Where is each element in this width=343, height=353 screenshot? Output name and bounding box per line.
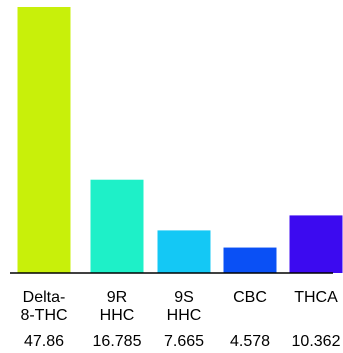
value-label-4: 10.362: [292, 333, 341, 350]
bar-4: [289, 215, 343, 273]
bar-1: [90, 179, 144, 273]
value-label-1: 16.785: [93, 333, 142, 350]
bar-2: [157, 230, 211, 273]
category-label-3-line-0: CBC: [233, 289, 267, 306]
category-label-2-line-1: HHC: [167, 307, 202, 324]
category-label-1-line-0: 9R: [107, 289, 127, 306]
category-label-2-line-0: 9S: [174, 289, 194, 306]
bar-0: [17, 7, 71, 273]
category-label-1-line-1: HHC: [100, 307, 135, 324]
bar-3: [223, 247, 277, 273]
bars-group: [17, 7, 343, 273]
category-label-4-line-0: THCA: [294, 289, 338, 306]
category-label-0-line-1: 8-THC: [20, 307, 67, 324]
value-label-3: 4.578: [230, 333, 270, 350]
category-label-0-line-0: Delta-: [23, 289, 66, 306]
value-labels-group: 47.86 16.785 7.665 4.578 10.362: [24, 333, 341, 350]
value-label-0: 47.86: [24, 333, 64, 350]
value-label-2: 7.665: [164, 333, 204, 350]
